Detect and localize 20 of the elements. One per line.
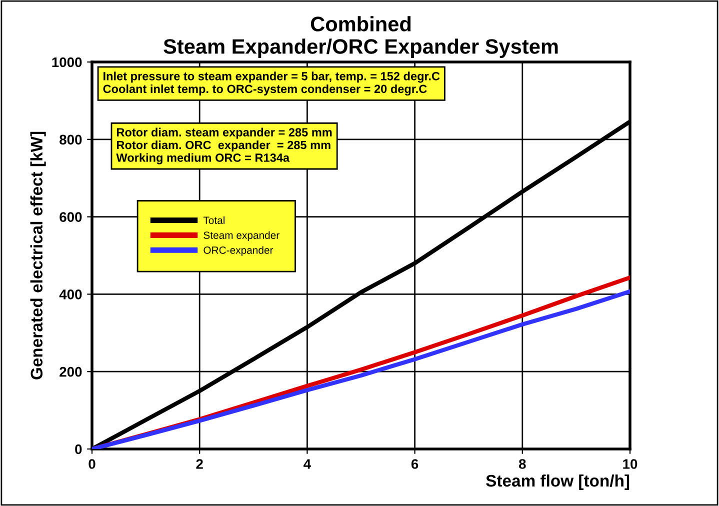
legend-label: Steam expander: [204, 231, 280, 242]
annotation: Rotor diam. steam expander = 285 mm Rotor diam. ORC expander = 285 mm Working medium ORC = R134a: [116, 128, 332, 164]
y-tick-label: 400: [59, 290, 82, 300]
y-axis-title: Generated electrical effect [kW]: [30, 132, 46, 380]
y-tick-label: 600: [60, 212, 82, 222]
x-tick-label: 6: [411, 459, 418, 469]
x-tick-label: 2: [196, 459, 203, 469]
x-tick-label: 4: [304, 459, 311, 469]
x-tick-label: 0: [88, 459, 96, 469]
legend-label: ORC-expander: [204, 246, 274, 256]
legend-label: Total: [203, 216, 224, 224]
x-tick-label: 10: [623, 459, 638, 469]
chart-title: Combined Steam Expander/ORC Expander System: [164, 16, 558, 58]
x-axis-title: Steam flow [ton/h]: [486, 474, 630, 490]
annotation: Inlet pressure to steam expander = 5 bar, temp. = 152 degr.C Coolant inlet temp. to ORC-system condenser = 20 degr.C: [103, 72, 440, 96]
x-tick-label: 8: [518, 459, 526, 469]
y-tick-label: 200: [60, 366, 82, 377]
y-tick-label: 0: [75, 444, 82, 454]
y-tick-label: 1000: [52, 57, 82, 68]
y-tick-label: 800: [60, 134, 82, 145]
